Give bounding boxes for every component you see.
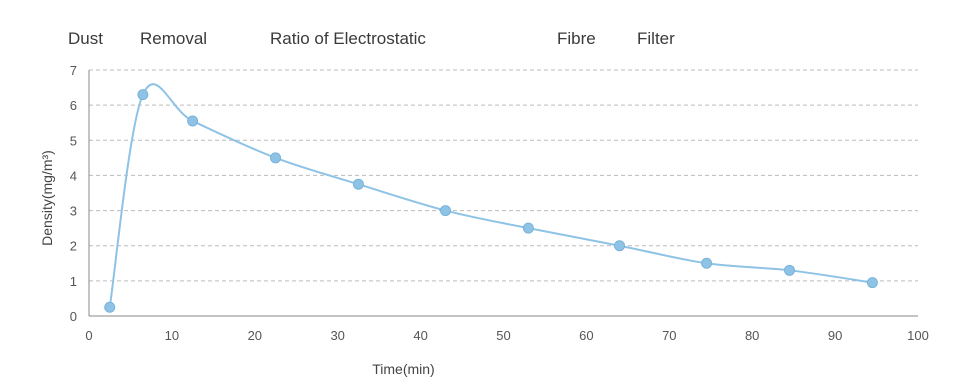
data-point-1 [104, 301, 116, 313]
title-word-2: Removal [140, 29, 207, 48]
x-tick-label: 90 [828, 328, 842, 343]
x-tick-label: 10 [165, 328, 179, 343]
data-point-8 [614, 240, 626, 252]
y-tick-label: 2 [70, 239, 77, 254]
data-point-9 [701, 257, 713, 269]
x-tick-label: 30 [330, 328, 344, 343]
x-tick-label: 70 [662, 328, 676, 343]
x-tick-label: 100 [907, 328, 929, 343]
data-point-2 [137, 89, 149, 101]
title-word-4: Fibre [557, 29, 596, 48]
title-word-1: Dust [68, 29, 103, 48]
y-tick-label: 0 [70, 309, 77, 324]
x-tick-label: 80 [745, 328, 759, 343]
chart-title: Dust Removal Ratio of Electrostatic Fibre Fi… [68, 29, 675, 48]
x-tick-label: 40 [413, 328, 427, 343]
y-tick-label: 5 [70, 133, 77, 148]
x-tick-label: 60 [579, 328, 593, 343]
data-point-7 [522, 222, 534, 234]
y-axis-label: Density(mg/m³) [39, 150, 55, 246]
x-tick-label: 0 [85, 328, 92, 343]
series-line [108, 83, 873, 308]
data-point-4 [270, 152, 282, 164]
data-point-6 [439, 205, 451, 217]
y-tick-labels: 0 1 2 3 4 5 6 7 [70, 63, 77, 324]
x-tick-label: 50 [496, 328, 510, 343]
y-tick-label: 1 [70, 274, 77, 289]
x-tick-labels: 0 10 20 30 40 50 60 70 80 90 100 [85, 328, 928, 343]
x-axis-label: Time(min) [372, 361, 434, 377]
data-point-5 [352, 178, 364, 190]
data-point-3 [187, 115, 199, 127]
x-tick-label: 20 [248, 328, 262, 343]
y-tick-label: 7 [70, 63, 77, 78]
y-tick-label: 4 [70, 168, 77, 183]
y-tick-label: 6 [70, 98, 77, 113]
gridlines [89, 69, 918, 317]
y-tick-label: 3 [70, 204, 77, 219]
data-point-10 [784, 264, 796, 276]
title-word-3: Ratio of Electrostatic [270, 29, 426, 48]
title-word-5: Filter [637, 29, 675, 48]
data-points [104, 89, 878, 313]
data-point-11 [866, 277, 878, 289]
